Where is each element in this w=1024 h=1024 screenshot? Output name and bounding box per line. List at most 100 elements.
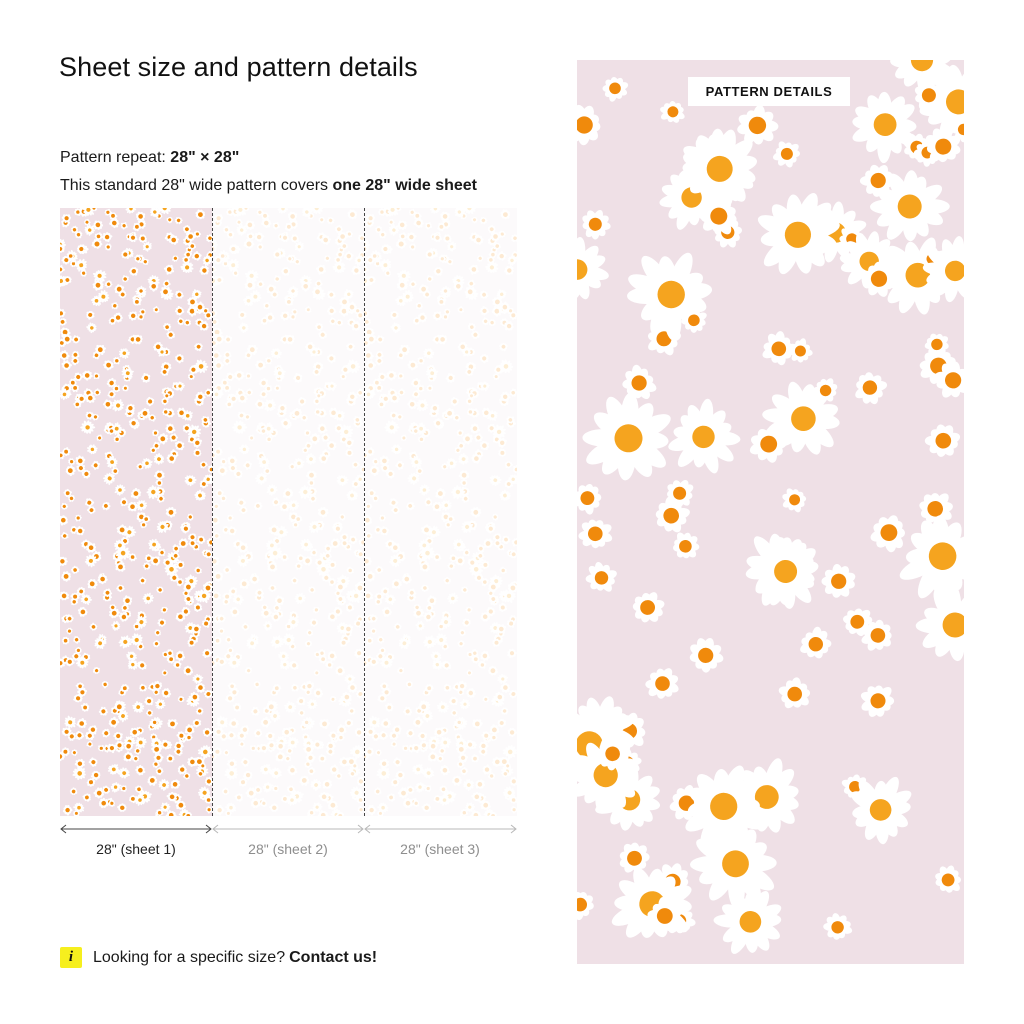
daisy-flower bbox=[353, 549, 363, 558]
daisy-flower bbox=[65, 657, 75, 667]
daisy-flower bbox=[480, 613, 489, 622]
daisy-flower bbox=[425, 222, 433, 230]
daisy-flower bbox=[433, 418, 443, 428]
daisy-flower bbox=[108, 316, 116, 325]
daisy-flower bbox=[406, 592, 417, 602]
daisy-flower bbox=[452, 275, 465, 288]
daisy-flower bbox=[398, 636, 411, 650]
daisy-flower bbox=[258, 797, 266, 806]
daisy-flower bbox=[71, 225, 78, 234]
daisy-flower bbox=[433, 553, 442, 562]
daisy-flower bbox=[507, 582, 517, 593]
daisy-flower bbox=[438, 255, 446, 263]
daisy-flower bbox=[484, 521, 496, 533]
daisy-flower bbox=[474, 433, 483, 442]
daisy-flower bbox=[73, 802, 85, 814]
daisy-flower bbox=[500, 391, 511, 402]
daisy-flower bbox=[412, 799, 420, 807]
daisy-flower bbox=[356, 311, 364, 320]
daisy-flower bbox=[435, 419, 445, 430]
daisy-flower bbox=[390, 310, 399, 320]
daisy-flower bbox=[619, 842, 650, 873]
daisy-flower bbox=[309, 346, 319, 357]
sheet-3-pattern bbox=[364, 208, 517, 816]
daisy-flower bbox=[183, 250, 193, 259]
daisy-flower bbox=[293, 258, 301, 265]
daisy-flower bbox=[364, 515, 372, 526]
daisy-flower bbox=[425, 250, 434, 259]
daisy-flower bbox=[193, 230, 202, 238]
daisy-flower bbox=[289, 660, 297, 669]
daisy-flower bbox=[511, 251, 517, 260]
daisy-flower bbox=[249, 745, 257, 752]
daisy-flower bbox=[75, 526, 85, 536]
daisy-flower bbox=[241, 622, 250, 631]
daisy-flower bbox=[678, 129, 758, 207]
daisy-flower bbox=[463, 778, 474, 791]
daisy-flower bbox=[327, 353, 336, 364]
daisy-flower bbox=[142, 562, 151, 570]
daisy-flower bbox=[157, 618, 167, 627]
daisy-flower bbox=[274, 595, 285, 606]
daisy-flower bbox=[365, 383, 376, 394]
daisy-flower bbox=[383, 208, 394, 217]
daisy-flower bbox=[396, 413, 404, 421]
daisy-flower bbox=[340, 364, 351, 374]
daisy-flower bbox=[114, 484, 126, 496]
daisy-flower bbox=[308, 494, 317, 503]
daisy-flower bbox=[387, 388, 398, 398]
daisy-flower bbox=[485, 261, 499, 273]
daisy-flower bbox=[419, 743, 429, 753]
daisy-flower bbox=[689, 638, 724, 673]
daisy-flower bbox=[287, 615, 300, 629]
daisy-flower bbox=[427, 525, 441, 539]
daisy-flower bbox=[250, 706, 260, 716]
daisy-flower bbox=[462, 433, 473, 445]
daisy-flower bbox=[388, 224, 400, 236]
daisy-flower bbox=[347, 707, 356, 715]
contact-link[interactable]: Contact us! bbox=[289, 948, 378, 966]
daisy-flower bbox=[223, 749, 230, 756]
daisy-flower bbox=[94, 232, 103, 241]
daisy-flower bbox=[419, 562, 430, 572]
daisy-flower bbox=[480, 578, 489, 587]
daisy-flower bbox=[306, 629, 313, 637]
daisy-flower bbox=[479, 660, 487, 669]
daisy-flower bbox=[488, 250, 497, 259]
daisy-flower bbox=[127, 659, 139, 670]
daisy-flower bbox=[69, 378, 77, 387]
daisy-flower bbox=[470, 506, 482, 518]
daisy-flower bbox=[351, 762, 359, 770]
daisy-flower bbox=[177, 407, 187, 418]
daisy-flower bbox=[74, 231, 83, 239]
daisy-flower bbox=[275, 735, 288, 748]
daisy-flower bbox=[134, 794, 145, 806]
daisy-flower bbox=[428, 247, 439, 259]
daisy-flower bbox=[239, 444, 250, 455]
daisy-flower bbox=[192, 718, 202, 728]
daisy-flower bbox=[76, 464, 86, 472]
daisy-flower bbox=[212, 388, 223, 401]
daisy-flower bbox=[326, 741, 336, 751]
daisy-flower bbox=[365, 333, 377, 345]
daisy-flower bbox=[228, 718, 239, 728]
daisy-flower bbox=[304, 680, 315, 692]
daisy-flower bbox=[121, 384, 129, 392]
daisy-flower bbox=[459, 698, 471, 710]
daisy-flower bbox=[144, 554, 153, 563]
daisy-flower bbox=[214, 447, 223, 456]
daisy-flower bbox=[467, 323, 476, 331]
daisy-flower bbox=[441, 411, 452, 421]
daisy-flower bbox=[245, 220, 256, 230]
daisy-flower bbox=[202, 474, 212, 485]
daisy-flower bbox=[439, 736, 452, 749]
daisy-flower bbox=[301, 280, 311, 292]
daisy-flower bbox=[223, 225, 230, 234]
daisy-flower bbox=[214, 804, 225, 816]
daisy-flower bbox=[412, 427, 420, 435]
daisy-flower bbox=[870, 170, 950, 242]
daisy-flower bbox=[395, 554, 404, 562]
daisy-flower bbox=[222, 525, 230, 534]
daisy-flower bbox=[265, 435, 273, 443]
daisy-flower bbox=[379, 526, 389, 536]
